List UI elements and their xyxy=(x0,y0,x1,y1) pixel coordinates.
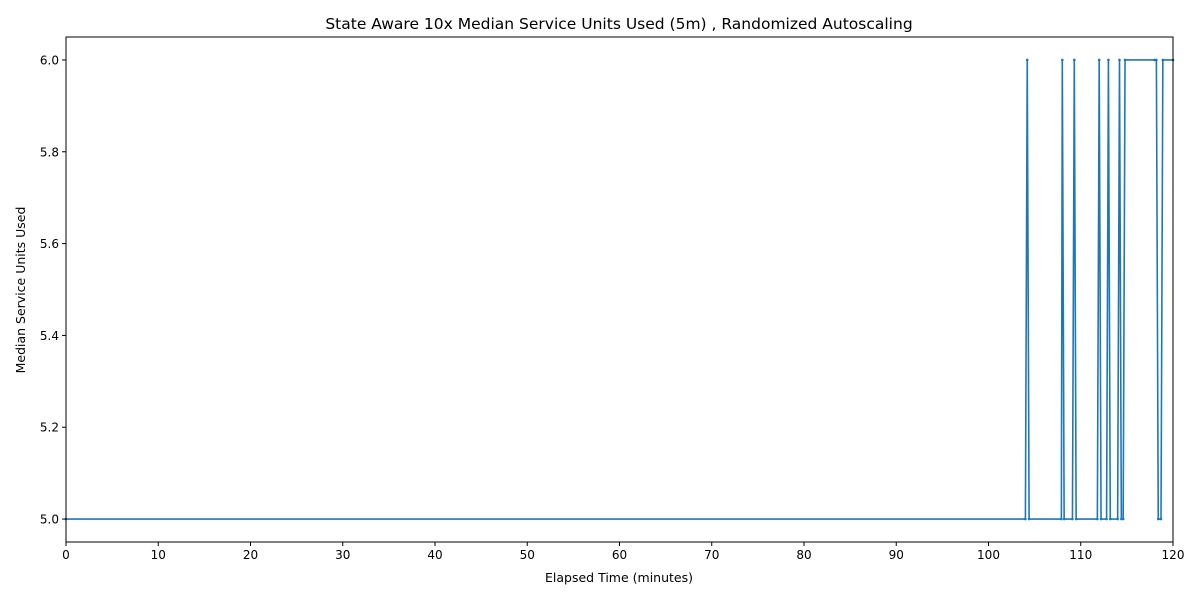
y-tick-label: 5.6 xyxy=(40,237,59,251)
x-tick-label: 20 xyxy=(243,548,258,562)
series-point xyxy=(1024,517,1027,521)
y-axis: 5.0 5.2 5.4 5.6 5.8 6.0 xyxy=(40,53,66,527)
y-tick-label: 5.4 xyxy=(40,329,59,343)
x-tick-label: 30 xyxy=(335,548,350,562)
x-tick-label: 60 xyxy=(612,548,627,562)
x-tick-label: 120 xyxy=(1162,548,1185,562)
series-point xyxy=(1156,517,1160,521)
x-axis-label: Elapsed Time (minutes) xyxy=(545,570,693,585)
series-line xyxy=(66,59,1173,520)
series-point xyxy=(1096,517,1099,521)
series-point xyxy=(1071,517,1074,521)
x-tick-label: 100 xyxy=(977,548,1000,562)
series-point xyxy=(1025,58,1029,62)
series-point xyxy=(1161,58,1165,62)
plot-area-frame xyxy=(65,36,1174,543)
x-tick-label: 110 xyxy=(1069,548,1092,562)
x-tick-label: 0 xyxy=(62,548,70,562)
series-point xyxy=(1120,517,1123,521)
y-tick-label: 5.8 xyxy=(40,145,59,159)
chart-title: State Aware 10x Median Service Units Use… xyxy=(325,15,912,33)
x-tick-label: 90 xyxy=(889,548,904,562)
series-point xyxy=(1061,58,1064,62)
series-point xyxy=(1027,517,1031,521)
y-tick-label: 6.0 xyxy=(40,53,59,67)
series-point xyxy=(1121,517,1125,521)
series-point xyxy=(1099,517,1103,521)
series-point xyxy=(1159,517,1163,521)
series-layer xyxy=(64,58,1175,521)
series-point xyxy=(1105,517,1108,521)
x-tick-label: 40 xyxy=(427,548,442,562)
x-tick-label: 10 xyxy=(151,548,166,562)
series-point xyxy=(1074,517,1078,521)
series-point xyxy=(1118,58,1121,62)
x-tick-label: 80 xyxy=(796,548,811,562)
series-point xyxy=(1062,517,1066,521)
series-point xyxy=(1060,517,1063,521)
y-axis-label: Median Service Units Used xyxy=(13,207,28,374)
x-axis: 0 10 20 30 40 50 60 70 80 90 100 110 120 xyxy=(62,542,1184,562)
series-point xyxy=(1116,517,1119,521)
y-tick-label: 5.0 xyxy=(40,513,59,527)
series-point xyxy=(1123,58,1127,62)
series-point xyxy=(1097,58,1101,62)
x-tick-label: 70 xyxy=(704,548,719,562)
x-tick-label: 50 xyxy=(520,548,535,562)
series-point xyxy=(1155,58,1158,62)
y-tick-label: 5.2 xyxy=(40,421,59,435)
series-point xyxy=(1108,517,1112,521)
series-point xyxy=(1153,58,1156,62)
series-point xyxy=(1107,58,1110,62)
series-point xyxy=(1072,58,1076,62)
